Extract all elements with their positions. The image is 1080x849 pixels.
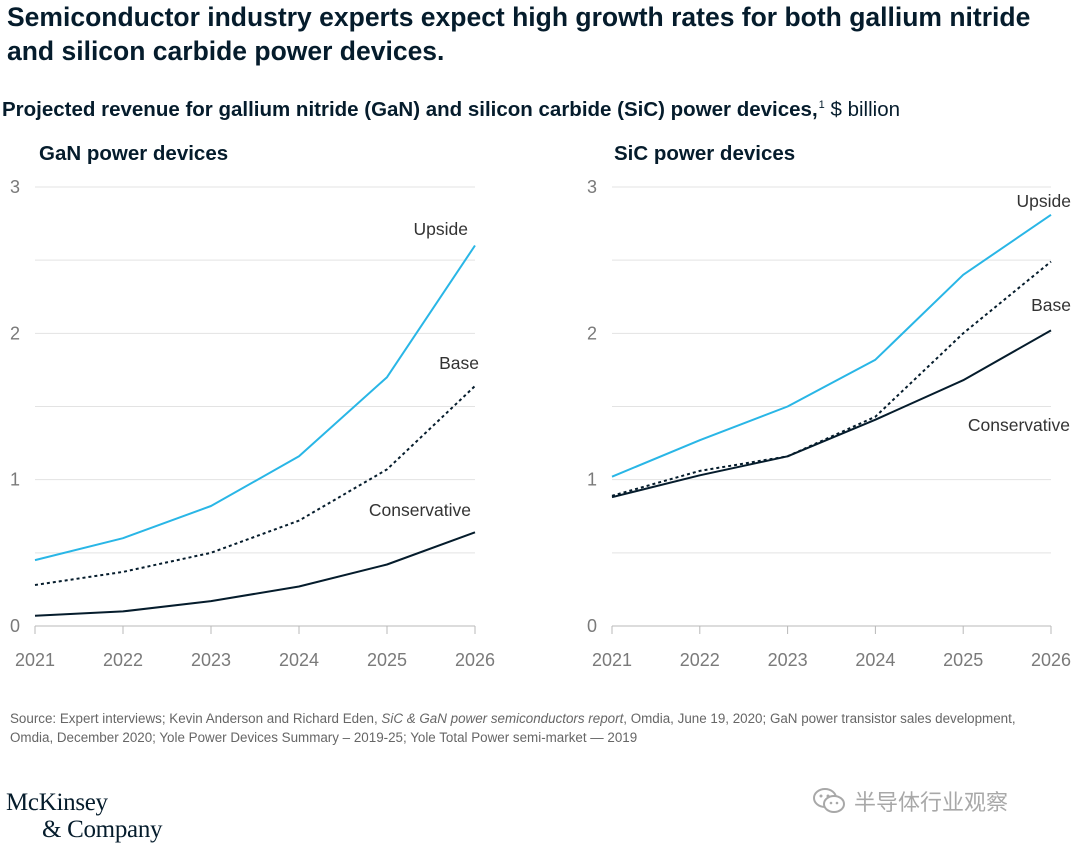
gan-x-tick-label: 2026 xyxy=(455,650,495,670)
headline: Semiconductor industry experts expect hi… xyxy=(7,2,1031,66)
sic-x-tick-label: 2021 xyxy=(592,650,632,670)
watermark-text: 半导体行业观察 xyxy=(854,791,1009,816)
gan-series-label-conservative: Conservative xyxy=(369,500,471,520)
mckinsey-logo: McKinsey & Company xyxy=(6,789,163,843)
gan-y-tick-label: 1 xyxy=(10,470,20,490)
logo-line-2: & Company xyxy=(42,816,163,843)
sic-series-conservative xyxy=(611,329,1052,499)
sic-y-tick-label: 3 xyxy=(587,177,597,197)
sic-y-tick-label: 0 xyxy=(587,616,597,636)
source-text-1: Source: Expert interviews; Kevin Anderso… xyxy=(10,711,382,726)
gan-panel-title: GaN power devices xyxy=(39,142,229,165)
sic-x-tick-label: 2025 xyxy=(943,650,983,670)
charts-canvas: 0 1 2 3 2021 2022 2023 2024 2025 2026 Upside Base Co… xyxy=(10,177,1071,670)
gan-y-tick-label: 3 xyxy=(10,177,20,197)
gan-series-conservative xyxy=(34,531,476,617)
sic-series-label-upside: Upside xyxy=(1017,191,1071,211)
source-report-title: SiC & GaN power semiconductors report xyxy=(381,711,624,726)
sic-x-tick-label: 2024 xyxy=(855,650,895,670)
sic-x-tick-label: 2023 xyxy=(768,650,808,670)
gan-series-base xyxy=(34,385,476,586)
gan-x-tick-label: 2021 xyxy=(15,650,55,670)
gan-x-tick-label: 2022 xyxy=(103,650,143,670)
sic-panel-title: SiC power devices xyxy=(614,142,796,165)
footnote-marker: 1 xyxy=(818,99,825,112)
sic-x-tick-label: 2026 xyxy=(1031,650,1071,670)
watermark: 半导体行业观察 xyxy=(812,785,1008,817)
sic-y-tick-label: 1 xyxy=(587,470,597,490)
source-note: Source: Expert interviews; Kevin Anderso… xyxy=(10,709,1060,747)
gan-y-tick-label: 2 xyxy=(10,323,20,343)
sic-series-base xyxy=(611,260,1052,497)
gan-series-label-upside: Upside xyxy=(414,219,468,239)
sic-series-label-base: Base xyxy=(1031,295,1071,315)
gan-y-tick-label: 0 xyxy=(10,616,20,636)
gan-x-tick-label: 2025 xyxy=(367,650,407,670)
logo-line-1: McKinsey xyxy=(6,789,108,816)
sic-series-upside xyxy=(611,213,1052,478)
subtitle-unit: $ billion xyxy=(824,98,900,121)
source-text-2: , Omdia, June 19, 2020; GaN power transi… xyxy=(10,711,1016,745)
subtitle-main: Projected revenue for gallium nitride (G… xyxy=(2,98,818,121)
gan-series-label-base: Base xyxy=(439,353,479,373)
gan-x-tick-label: 2023 xyxy=(191,650,231,670)
wechat-icon xyxy=(813,788,845,813)
chart-subtitle: Projected revenue for gallium nitride (G… xyxy=(2,96,1072,124)
sic-x-tick-label: 2022 xyxy=(680,650,720,670)
gan-series-upside xyxy=(34,244,476,562)
sic-y-tick-label: 2 xyxy=(587,323,597,343)
sic-series-label-conservative: Conservative xyxy=(968,415,1070,435)
gan-x-tick-label: 2024 xyxy=(279,650,319,670)
